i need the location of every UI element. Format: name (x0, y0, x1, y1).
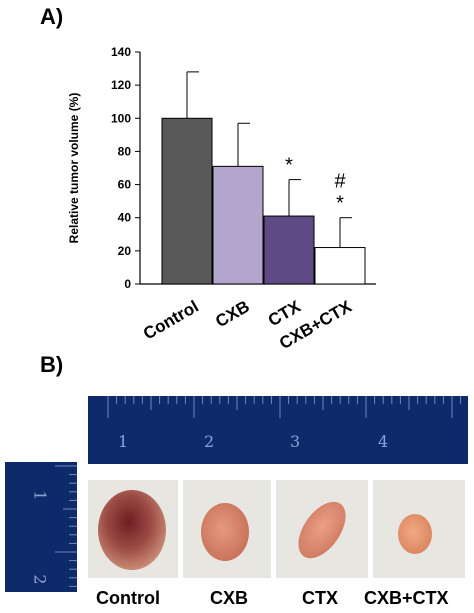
tumor-photo-cxb (183, 480, 271, 578)
ruler-number: 4 (378, 432, 389, 451)
photo-label-cxb: CXB (210, 588, 249, 608)
ruler-number: 1 (118, 432, 129, 451)
photo-label-control: Control (96, 588, 160, 608)
horizontal-ruler: 1 2 3 4 (88, 396, 468, 464)
y-tick-label: 120 (111, 78, 131, 92)
category-label: Control (140, 297, 202, 344)
bar-cxb-ctx (314, 247, 366, 285)
bar-cxb (212, 165, 264, 285)
tumor-photo-control (88, 480, 178, 578)
y-tick-label: 20 (118, 244, 132, 258)
photo-label-cxb-ctx: CXB+CTX (364, 588, 449, 608)
panel-b-label: B) (40, 352, 64, 377)
ruler-number: 2 (30, 574, 50, 585)
y-tick-label: 100 (111, 111, 131, 125)
ruler-number: 3 (290, 432, 301, 451)
significance-mark: # (334, 171, 346, 193)
photo-label-ctx: CTX (302, 588, 338, 608)
vertical-ruler: 1 2 (5, 462, 77, 592)
y-tick-label: 60 (118, 178, 132, 192)
y-tick-label: 140 (111, 45, 131, 59)
bar-chart: 0 20 40 60 80 100 120 140 Relative tumor volume … (67, 45, 376, 353)
y-axis-label: Relative tumor volume (%) (67, 93, 81, 244)
bar-control (161, 117, 213, 285)
significance-mark: * (285, 155, 293, 177)
y-tick-label: 40 (118, 211, 132, 225)
y-tick-label: 0 (124, 277, 131, 291)
category-label: CXB (212, 297, 253, 331)
y-tick-label: 80 (118, 144, 132, 158)
bar-ctx (263, 215, 315, 285)
panel-a-label: A) (40, 4, 64, 29)
ruler-number: 1 (30, 490, 50, 501)
ruler-number: 2 (204, 432, 215, 451)
tumor-photo-cxb-ctx (373, 480, 465, 578)
tumor-photo-ctx (276, 480, 368, 578)
significance-mark: * (336, 193, 344, 215)
